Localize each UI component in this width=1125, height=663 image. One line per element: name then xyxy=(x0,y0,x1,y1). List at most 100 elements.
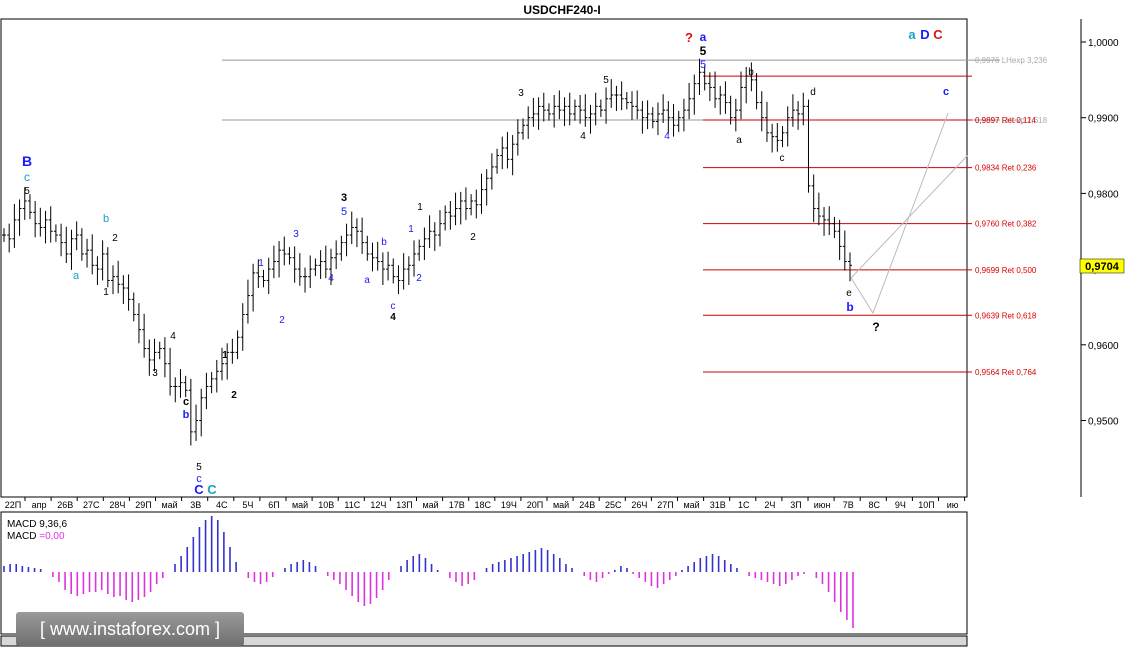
wave-a: a xyxy=(73,270,80,282)
wave-a: a xyxy=(908,27,916,42)
wave-2: 2 xyxy=(279,315,285,326)
fib-label: 0,9639 Ret 0,618 xyxy=(975,311,1037,320)
x-tick-label: 1С xyxy=(738,500,750,510)
wave-5: 5 xyxy=(341,206,347,218)
chart-title: USDCHF240-I xyxy=(523,3,600,17)
x-tick-label: апр xyxy=(32,500,47,510)
x-tick-label: 18С xyxy=(475,500,492,510)
y-tick-label: 0,9900 xyxy=(1088,114,1119,125)
x-tick-label: 6П xyxy=(268,500,279,510)
macd-label: MACD 9,36,6 xyxy=(7,519,67,530)
x-tick-label: 12Ч xyxy=(370,500,386,510)
wave-c: c xyxy=(391,301,396,312)
current-price-tag xyxy=(1079,258,1125,274)
x-tick-label: 3В xyxy=(190,500,201,510)
wave-b: b xyxy=(183,409,190,421)
fib-label: 0,9834 Ret 0,236 xyxy=(975,164,1037,173)
x-tick-label: 27П xyxy=(657,500,673,510)
wave-a: a xyxy=(364,275,370,286)
x-tick-label: 31В xyxy=(710,500,726,510)
bottom-strip xyxy=(0,635,968,647)
wave-c: c xyxy=(943,86,949,98)
wave-q: ? xyxy=(685,30,693,45)
wave-1: 1 xyxy=(103,287,109,298)
x-tick-label: 2Ч xyxy=(764,500,775,510)
wave-1: 1 xyxy=(258,258,264,269)
wave-C: C xyxy=(207,482,217,497)
wave-2: 2 xyxy=(470,232,476,243)
projection-path xyxy=(850,112,949,315)
wave-1: 1 xyxy=(222,350,228,361)
current-price-text: 0,9704 xyxy=(1085,261,1120,273)
projection-channel xyxy=(850,154,969,279)
wave-C: C xyxy=(933,27,943,42)
wave-1: 1 xyxy=(417,202,423,213)
wave-1: 1 xyxy=(408,224,414,235)
x-tick-label: май xyxy=(553,500,569,510)
wave-4: 4 xyxy=(664,131,670,142)
wave-5: 5 xyxy=(700,44,707,58)
watermark: [ www.instaforex.com ] xyxy=(16,612,244,646)
wave-b: b xyxy=(381,237,387,248)
x-tick-label: 26В xyxy=(57,500,73,510)
x-tick-label: май xyxy=(683,500,699,510)
wave-B: B xyxy=(22,153,32,169)
wave-d: d xyxy=(810,87,816,98)
wave-3: 3 xyxy=(293,229,299,240)
x-tick-label: 17В xyxy=(449,500,465,510)
x-tick-label: 8С xyxy=(869,500,881,510)
fib-label: 0,9564 Ret 0,764 xyxy=(975,368,1037,377)
wave-4: 4 xyxy=(170,331,176,342)
x-tick-label: 24В xyxy=(579,500,595,510)
grey-level-label: 0,9976 LHexp 3,236 xyxy=(975,56,1048,65)
wave-a: a xyxy=(700,30,707,44)
fib-label: 0,9760 Ret 0,382 xyxy=(975,220,1037,229)
x-tick-label: 13П xyxy=(396,500,412,510)
wave-5: 5 xyxy=(24,186,30,197)
wave-4: 4 xyxy=(390,312,396,323)
fib-label: 0,9897 Ret 0,114 xyxy=(975,116,1036,125)
wave-3: 3 xyxy=(152,368,158,379)
x-tick-label: май xyxy=(422,500,438,510)
wave-c: c xyxy=(780,153,785,164)
y-tick-label: 1,0000 xyxy=(1088,38,1119,49)
x-tick-label: 3П xyxy=(790,500,801,510)
grey-level-label: 0,9897 LHexp 2,618 xyxy=(975,116,1048,125)
x-tick-label: 9Ч xyxy=(895,500,906,510)
x-tick-label: 19Ч xyxy=(501,500,517,510)
price-panel xyxy=(0,18,968,498)
macd-value-label: MACD =0,00 xyxy=(7,531,65,542)
wave-2: 2 xyxy=(416,273,422,284)
x-tick-label: 5Ч xyxy=(242,500,253,510)
x-tick-label: 4С xyxy=(216,500,228,510)
wave-c: c xyxy=(196,473,202,485)
wave-3: 3 xyxy=(518,88,524,99)
wave-5: 5 xyxy=(196,462,202,473)
wave-D: D xyxy=(920,27,929,42)
x-tick-label: 29П xyxy=(135,500,151,510)
wave-4: 4 xyxy=(580,131,586,142)
wave-a: a xyxy=(736,135,742,146)
x-tick-label: май xyxy=(161,500,177,510)
wave-e: e xyxy=(846,288,852,299)
wave-b: b xyxy=(846,300,853,314)
x-tick-label: 28Ч xyxy=(109,500,125,510)
y-tick-label: 0,9800 xyxy=(1088,189,1119,200)
wave-c: c xyxy=(183,396,189,408)
x-tick-label: 27С xyxy=(83,500,100,510)
x-tick-label: май xyxy=(292,500,308,510)
fib-label: 0,9699 Ret 0,500 xyxy=(975,266,1037,275)
x-tick-label: 25С xyxy=(605,500,622,510)
wave-2: 2 xyxy=(112,233,118,244)
wave-5: 5 xyxy=(700,59,706,71)
x-tick-label: 26Ч xyxy=(631,500,647,510)
x-tick-label: июн xyxy=(814,500,831,510)
x-tick-label: 10В xyxy=(318,500,334,510)
wave-b: b xyxy=(748,67,754,78)
x-tick-label: 11С xyxy=(344,500,360,510)
wave-b: b xyxy=(103,213,109,225)
x-tick-label: 20П xyxy=(527,500,543,510)
wave-q: ? xyxy=(872,320,879,334)
wave-2: 2 xyxy=(231,390,237,401)
